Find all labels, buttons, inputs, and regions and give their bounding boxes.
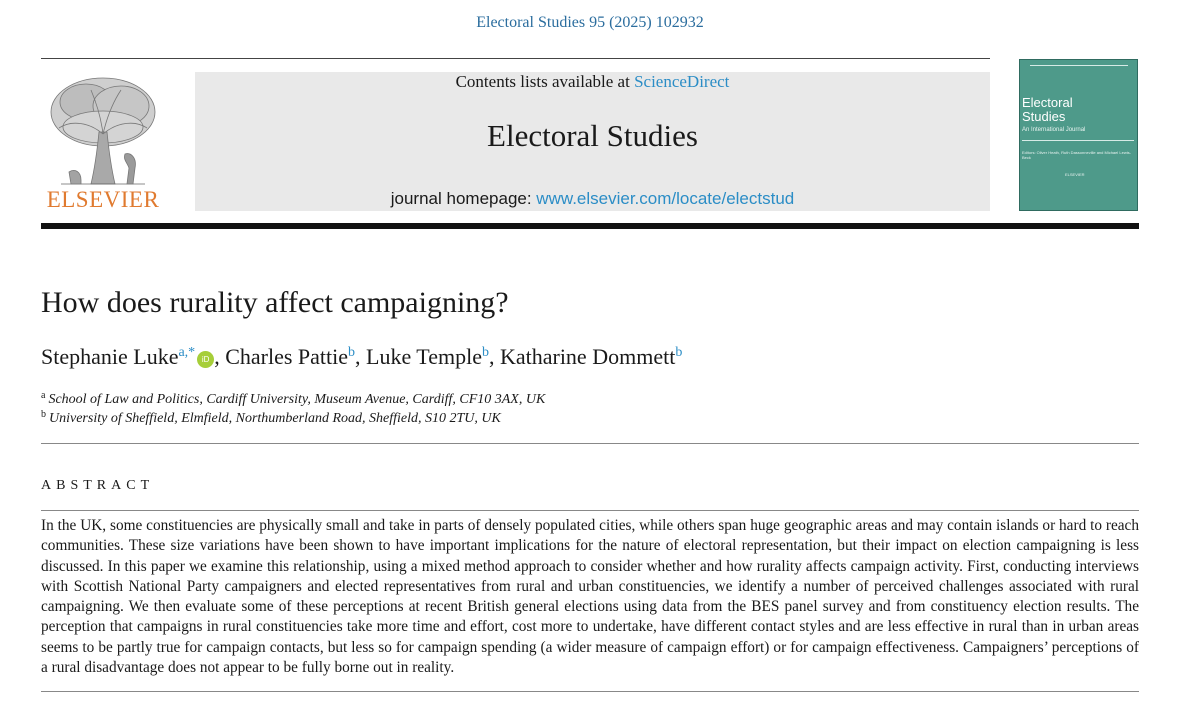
affiliation-text: School of Law and Politics, Cardiff Univ… [48,392,546,407]
abstract-divider [41,510,1139,511]
affiliation-text: University of Sheffield, Elmfield, North… [49,411,501,426]
orcid-icon[interactable]: iD [197,351,215,368]
author-name[interactable]: Luke Temple [366,344,482,369]
abstract-bottom-divider [41,691,1139,692]
cover-rule [1022,140,1134,141]
journal-homepage-link[interactable]: www.elsevier.com/locate/electstud [536,189,795,208]
author-separator: , [488,344,500,369]
author-affiliation-mark[interactable]: b [675,345,683,360]
article-title: How does rurality affect campaigning? [41,286,509,319]
author-affiliation-mark[interactable]: b [348,345,355,360]
author-separator: , [355,344,366,369]
abstract-heading: ABSTRACT [41,478,155,493]
cover-title-line2: Studies [1022,109,1066,124]
cover-title: Electoral Studies [1022,96,1132,124]
cover-subtitle: An International Journal [1022,127,1086,133]
cover-rule [1030,65,1128,66]
affiliation-a: a School of Law and Politics, Cardiff Uni… [41,390,1139,408]
sciencedirect-link[interactable]: ScienceDirect [634,72,730,91]
homepage-prefix: journal homepage: [390,189,537,208]
journal-title: Electoral Studies [487,118,698,153]
cover-editors: Editors: Oliver Heath, Ruth Dassonnevill… [1022,150,1131,160]
author-name[interactable]: Charles Pattie [225,344,348,369]
affiliation-mark: b [41,409,46,420]
author-affiliation-mark[interactable]: a,* [178,345,196,360]
cover-title-line1: Electoral [1022,95,1073,110]
author-name[interactable]: Stephanie Luke [41,344,179,369]
top-divider [41,58,990,59]
author-affiliation-mark[interactable]: b [481,345,489,360]
journal-cover-image[interactable] [1019,59,1138,211]
journal-citation[interactable]: Electoral Studies 95 (2025) 102932 [476,14,704,31]
affiliation-b: b University of Sheffield, Elmfield, Nort… [41,409,1139,427]
contents-line: Contents lists available at ScienceDirec… [195,72,990,92]
author-separator: , [214,344,226,369]
publisher-wordmark: ELSEVIER [46,187,160,212]
journal-homepage-line: journal homepage: www.elsevier.com/locat… [195,189,990,209]
affiliation-mark: a [41,390,46,401]
author-name[interactable]: Katharine Dommett [499,344,676,369]
journal-banner [195,72,990,211]
elsevier-tree-logo [50,77,156,185]
contents-prefix: Contents lists available at [455,72,635,91]
header-thick-divider [41,223,1139,229]
section-divider [41,443,1139,444]
cover-imprint: ELSEVIER [1065,172,1085,177]
abstract-text: In the UK, some constituencies are physi… [41,517,1139,677]
author-list: Stephanie Lukea,* iD, Charles Pattieb, Lu… [41,344,1139,370]
